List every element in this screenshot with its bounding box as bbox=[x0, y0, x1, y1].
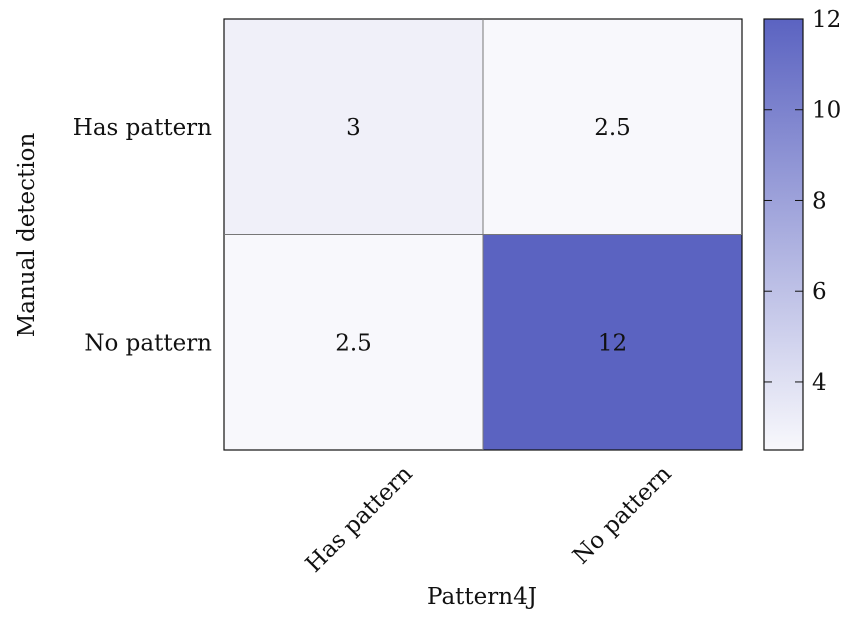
heatmap-cell-1-1 bbox=[483, 234, 742, 450]
heatmap-cell-label-0-0: 3 bbox=[346, 115, 361, 141]
x-axis-ticks: Has pattern No pattern bbox=[301, 461, 677, 578]
heatmap-cell-label-0-1: 2.5 bbox=[594, 115, 631, 141]
heatmap-cell-0-0 bbox=[224, 19, 483, 235]
x-tick-label-0: Has pattern bbox=[301, 461, 418, 578]
y-tick-label-0: Has pattern bbox=[73, 115, 212, 141]
x-tick-label-1: No pattern bbox=[568, 461, 677, 570]
heatmap-cells bbox=[224, 19, 742, 450]
colorbar-tick-label-1: 6 bbox=[812, 279, 827, 305]
heatmap-cell-label-1-1: 12 bbox=[598, 330, 627, 356]
heatmap-cell-labels: 3 2.5 2.5 12 bbox=[335, 115, 631, 357]
colorbar bbox=[763, 18, 804, 451]
y-axis-ticks: Has pattern No pattern bbox=[73, 115, 212, 357]
heatmap-cell-label-1-0: 2.5 bbox=[335, 330, 372, 356]
colorbar-tick-label-0: 4 bbox=[812, 370, 827, 396]
heatmap-cell-1-0 bbox=[224, 234, 483, 450]
x-axis-label: Pattern4J bbox=[427, 584, 537, 610]
colorbar-tick-label-2: 8 bbox=[812, 188, 827, 214]
colorbar-ticks: 4 6 8 10 12 bbox=[764, 7, 841, 396]
y-tick-label-1: No pattern bbox=[84, 330, 212, 356]
y-axis-label: Manual detection bbox=[14, 133, 40, 338]
colorbar-tick-label-4: 12 bbox=[812, 7, 841, 33]
colorbar-tick-label-3: 10 bbox=[812, 98, 841, 124]
heatmap-cell-0-1 bbox=[483, 19, 742, 235]
